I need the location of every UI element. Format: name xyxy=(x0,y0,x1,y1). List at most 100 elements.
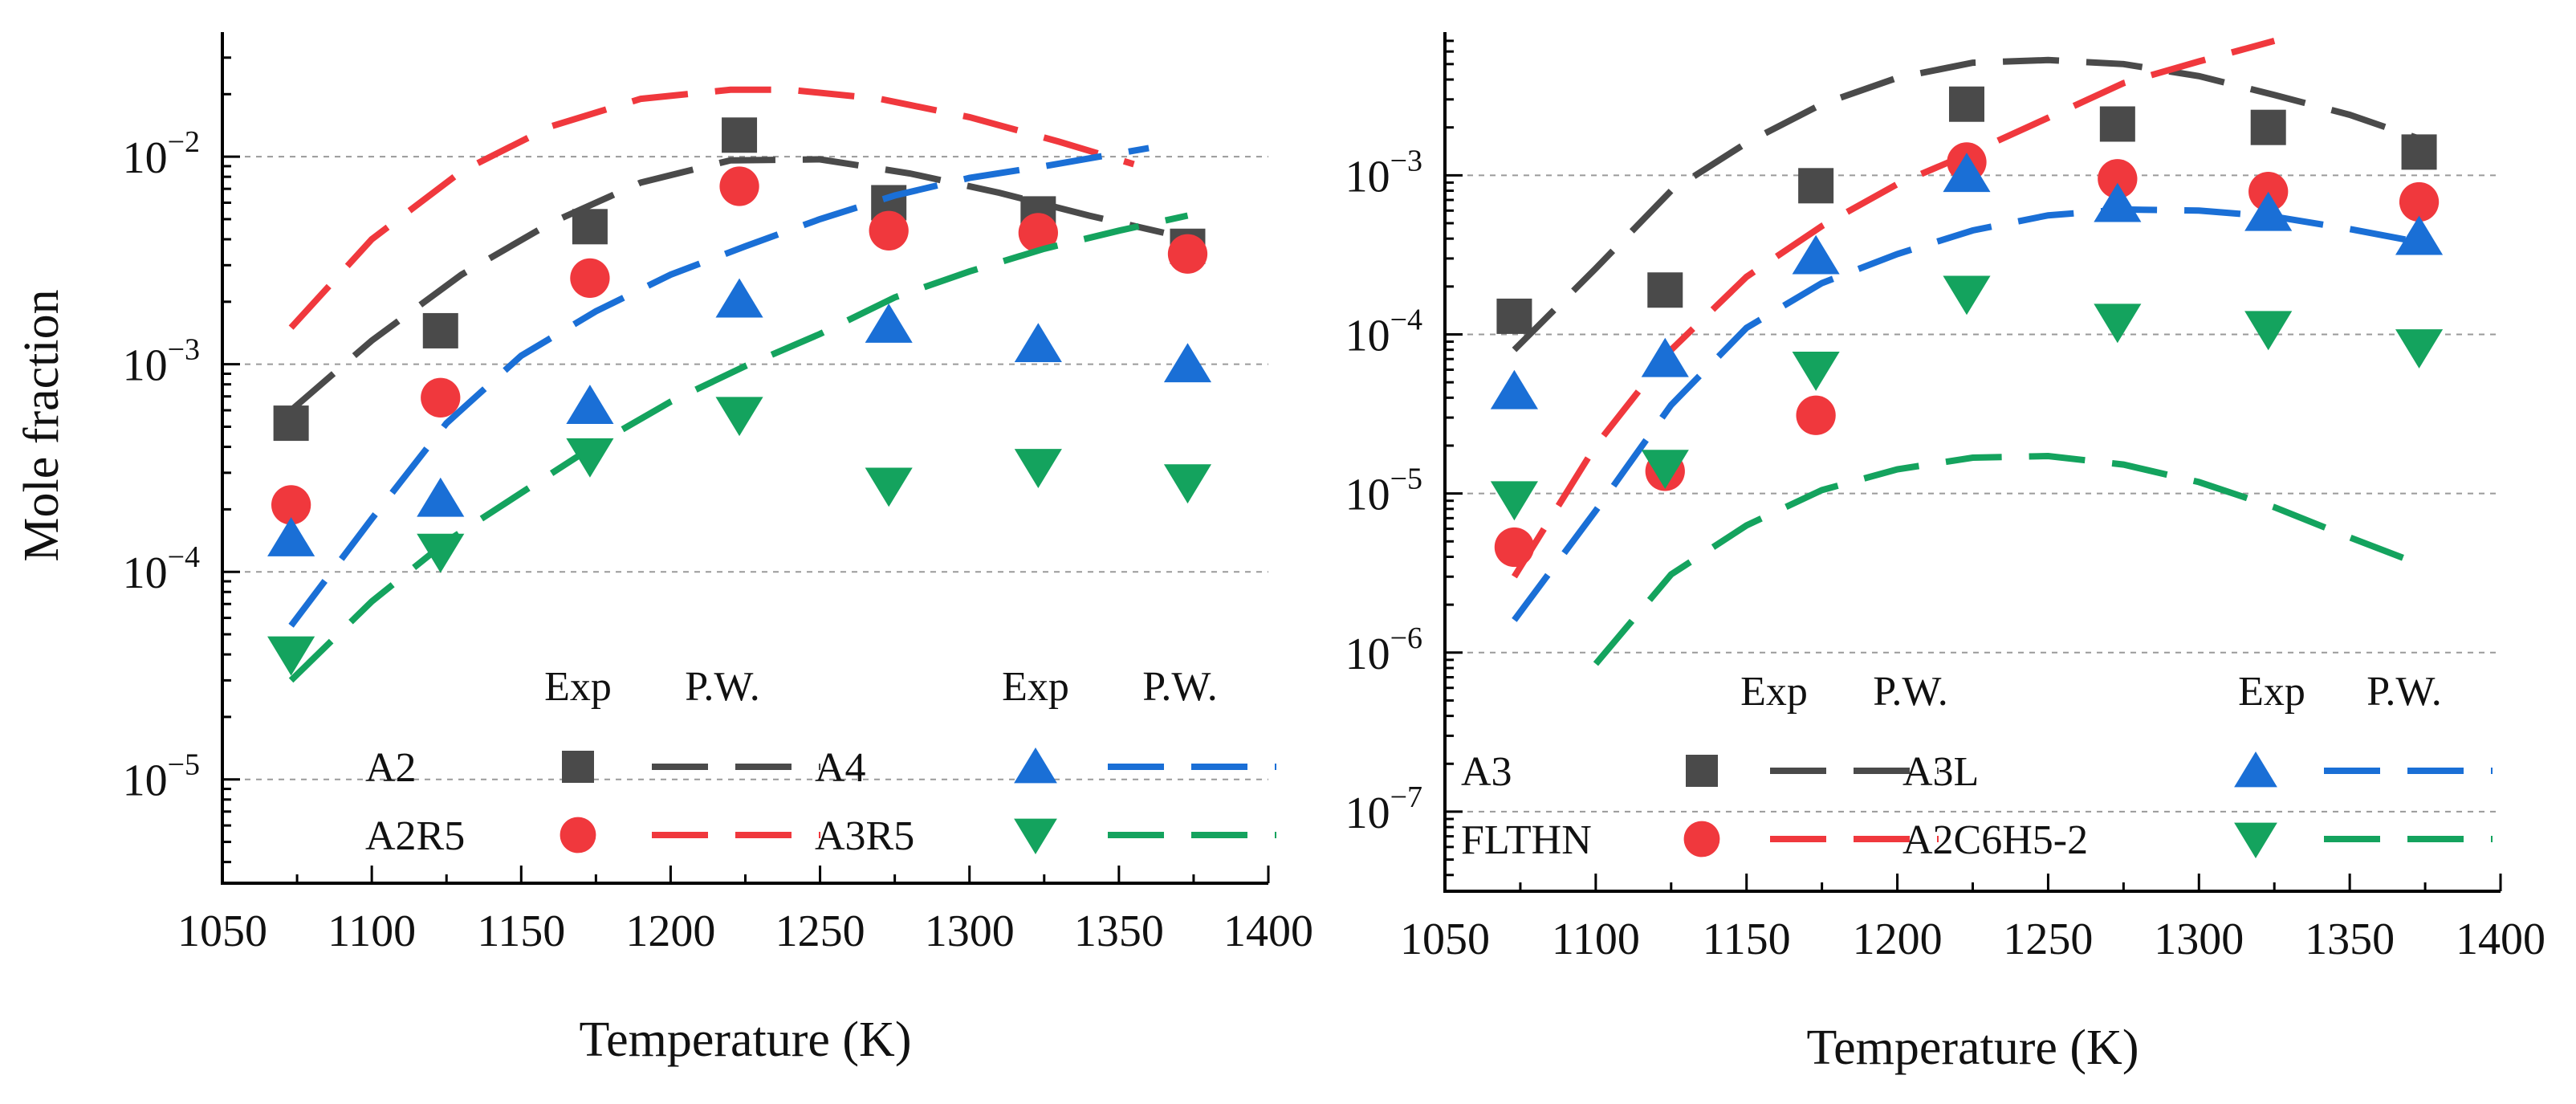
legend-label: A2C6H5-2 xyxy=(1902,817,2088,863)
x-tick-label: 1100 xyxy=(328,906,416,956)
x-tick-label: 1350 xyxy=(1074,906,1164,956)
a2r5-exp-point xyxy=(1018,213,1058,253)
a2c6h5-2-exp-point xyxy=(2244,311,2293,351)
a2c6h5-2-exp-point xyxy=(1943,275,1991,316)
a2-exp-point xyxy=(572,209,608,245)
flthn-exp-point xyxy=(2399,181,2440,222)
a4-exp-point xyxy=(1014,323,1062,363)
a3-exp-point xyxy=(2250,109,2286,145)
a3-exp-point xyxy=(2099,106,2135,142)
left-chart-panel: 10−2 10−3 10−4 10−5 1050 1100 1150 1200 1250 1300… xyxy=(14,32,1313,1067)
a4-model-line xyxy=(288,145,1150,628)
x-tick-label: 1300 xyxy=(925,906,1015,956)
y-tick-label: 10−5 xyxy=(123,748,200,806)
a3-exp-point xyxy=(1798,168,1834,204)
a2r5-exp-point xyxy=(271,485,311,525)
right-chart-panel: 10−3 10−4 10−5 10−6 10−7 1050 1100 1150 1200 1250… xyxy=(1345,32,2545,1075)
a4-exp-point xyxy=(417,477,465,517)
x-tick-label: 1200 xyxy=(1853,915,1943,964)
a3l-exp-point xyxy=(2395,215,2444,255)
a4-exp-point xyxy=(267,517,315,556)
legend-header-exp: Exp xyxy=(2238,669,2305,715)
x-tick-label: 1100 xyxy=(1552,915,1640,964)
a4-exp-point xyxy=(1163,343,1212,383)
x-tick-label: 1250 xyxy=(775,906,865,956)
legend-marker xyxy=(1014,748,1057,784)
legend-label: A3R5 xyxy=(815,813,914,859)
a3-exp-point xyxy=(1948,86,1984,122)
a3l-exp-point xyxy=(1792,234,1840,275)
x-tick-label: 1300 xyxy=(2154,915,2244,964)
a2r5-exp-point xyxy=(1167,234,1208,274)
legend-marker xyxy=(562,751,594,783)
y-tick-label: 10−4 xyxy=(1345,303,1422,361)
legend-marker xyxy=(1014,818,1057,854)
a3l-exp-point xyxy=(2094,182,2142,222)
a2c6h5-2-exp-point xyxy=(1792,352,1840,391)
y-tick-label: 10−2 xyxy=(123,125,200,183)
legend-marker xyxy=(1683,821,1720,858)
a3l-exp-point xyxy=(1641,337,1689,377)
legend-label: A2 xyxy=(365,745,417,791)
y-tick-label: 10−5 xyxy=(1345,462,1422,520)
a3-exp-point xyxy=(2401,134,2437,170)
a2r5-model-line xyxy=(288,86,1135,330)
x-tick-label: 1400 xyxy=(1223,906,1313,956)
a3l-model-line xyxy=(1512,206,2420,622)
a4-exp-point xyxy=(865,303,913,343)
a2r5-exp-point xyxy=(570,258,610,299)
legend-marker xyxy=(560,817,596,853)
a3r5-exp-point xyxy=(566,438,614,478)
a2-exp-point xyxy=(722,117,758,153)
legend-marker xyxy=(2234,752,2277,788)
x-tick-label: 1050 xyxy=(177,906,267,956)
flthn-exp-point xyxy=(1796,395,1836,435)
legend-label: A3 xyxy=(1461,749,1512,795)
a2r5-exp-point xyxy=(869,210,909,251)
a3-model-line xyxy=(1512,56,2420,352)
axis-frame xyxy=(221,32,1268,885)
axis-frame xyxy=(1443,32,2501,893)
legend-label: A4 xyxy=(815,745,866,791)
a3l-exp-point xyxy=(1490,369,1538,409)
x-tick-label: 1200 xyxy=(625,906,715,956)
y-tick-label: 10−4 xyxy=(123,540,200,598)
legend: Exp P.W. Exp P.W. A3 A3L FLTHN A2C6H5-2 xyxy=(1461,669,2493,863)
legend-header-pw: P.W. xyxy=(2366,669,2441,715)
legend-header-exp: Exp xyxy=(1740,669,1808,715)
y-tick-label: 10−3 xyxy=(123,333,200,391)
y-tick-label: 10−3 xyxy=(1345,144,1422,202)
a2c6h5-2-model-line xyxy=(1593,452,2421,666)
x-tick-label: 1250 xyxy=(2003,915,2093,964)
a3r5-exp-point xyxy=(715,397,763,437)
a3l-exp-point xyxy=(2244,191,2293,231)
a2c6h5-2-exp-point xyxy=(1490,481,1538,521)
x-axis-title: Temperature (K) xyxy=(580,1012,912,1067)
a2-model-line xyxy=(288,156,1165,413)
a3r5-exp-point xyxy=(865,467,913,507)
a3r5-exp-point xyxy=(1163,464,1212,504)
flthn-model-line xyxy=(1512,38,2276,579)
legend-header-pw: P.W. xyxy=(1873,669,1947,715)
x-tick-label: 1150 xyxy=(477,906,565,956)
a3r5-exp-point xyxy=(417,533,465,573)
legend: Exp P.W. Exp P.W. A2 A4 A2R5 A3R5 xyxy=(365,664,1276,859)
a4-exp-point xyxy=(715,278,763,318)
x-tick-label: 1400 xyxy=(2456,915,2545,964)
x-tick-label: 1150 xyxy=(1703,915,1791,964)
x-tick-label: 1350 xyxy=(2305,915,2395,964)
a3r5-exp-point xyxy=(1014,449,1062,488)
a4-exp-point xyxy=(566,385,614,424)
legend-label: FLTHN xyxy=(1461,817,1592,863)
a2c6h5-2-exp-point xyxy=(2395,329,2444,369)
legend-marker xyxy=(2234,822,2277,858)
legend-header-pw: P.W. xyxy=(685,664,759,710)
x-tick-label: 1050 xyxy=(1400,915,1490,964)
legend-label: A2R5 xyxy=(365,813,465,859)
y-tick-label: 10−7 xyxy=(1345,780,1422,838)
flthn-exp-point xyxy=(1494,527,1535,568)
legend-header-pw: P.W. xyxy=(1142,664,1217,710)
a3-exp-point xyxy=(1647,272,1683,308)
legend-header-exp: Exp xyxy=(544,664,612,710)
a2r5-exp-point xyxy=(421,377,461,418)
